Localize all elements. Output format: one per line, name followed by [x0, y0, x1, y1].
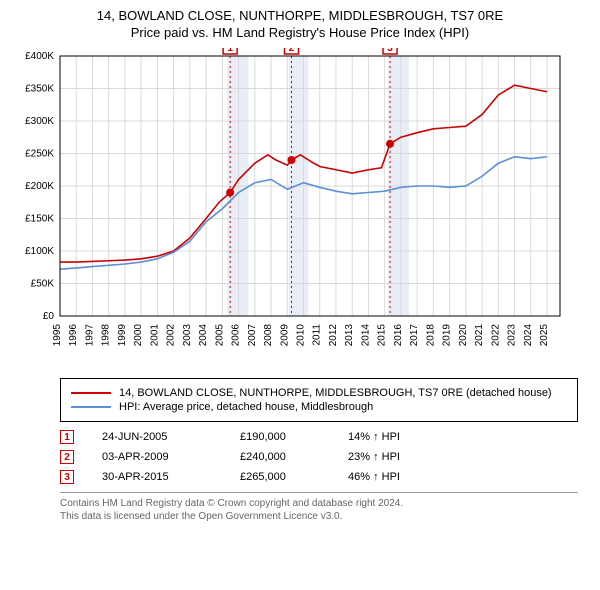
sale-row: 2 03-APR-2009 £240,000 23% ↑ HPI — [60, 450, 578, 464]
svg-text:1997: 1997 — [84, 324, 95, 347]
sale-date: 24-JUN-2005 — [102, 431, 212, 443]
svg-text:£150K: £150K — [25, 214, 54, 225]
svg-text:2002: 2002 — [166, 324, 177, 347]
svg-text:2016: 2016 — [393, 324, 404, 347]
sale-date: 03-APR-2009 — [102, 451, 212, 463]
svg-text:2001: 2001 — [149, 324, 160, 347]
title-address: 14, BOWLAND CLOSE, NUNTHORPE, MIDDLESBRO… — [10, 8, 590, 23]
svg-text:3: 3 — [387, 48, 393, 54]
svg-text:2015: 2015 — [377, 324, 388, 347]
svg-text:2014: 2014 — [360, 324, 371, 347]
svg-text:2025: 2025 — [539, 324, 550, 347]
svg-text:2011: 2011 — [312, 324, 323, 346]
svg-text:2022: 2022 — [490, 324, 501, 347]
svg-text:2020: 2020 — [458, 324, 469, 347]
svg-text:2013: 2013 — [344, 324, 355, 347]
svg-text:2024: 2024 — [523, 324, 534, 347]
sale-row: 3 30-APR-2015 £265,000 46% ↑ HPI — [60, 470, 578, 484]
svg-text:1998: 1998 — [101, 324, 112, 347]
svg-text:£350K: £350K — [25, 84, 54, 95]
legend-swatch-hpi — [71, 406, 111, 408]
legend-row: HPI: Average price, detached house, Midd… — [71, 401, 567, 413]
svg-text:1999: 1999 — [117, 324, 128, 347]
sale-row: 1 24-JUN-2005 £190,000 14% ↑ HPI — [60, 430, 578, 444]
svg-text:£300K: £300K — [25, 116, 54, 127]
sale-delta: 23% ↑ HPI — [348, 451, 438, 463]
svg-text:2018: 2018 — [425, 324, 436, 347]
svg-text:2: 2 — [289, 48, 295, 54]
title-subtitle: Price paid vs. HM Land Registry's House … — [10, 25, 590, 40]
legend-row: 14, BOWLAND CLOSE, NUNTHORPE, MIDDLESBRO… — [71, 387, 567, 399]
svg-text:1: 1 — [227, 48, 233, 54]
svg-text:£400K: £400K — [25, 51, 54, 62]
sale-price: £240,000 — [240, 451, 320, 463]
attribution-line1: Contains HM Land Registry data © Crown c… — [60, 497, 578, 510]
sale-price: £190,000 — [240, 431, 320, 443]
svg-text:2006: 2006 — [231, 324, 242, 347]
svg-text:£200K: £200K — [25, 181, 54, 192]
svg-text:£250K: £250K — [25, 149, 54, 160]
title-block: 14, BOWLAND CLOSE, NUNTHORPE, MIDDLESBRO… — [10, 8, 590, 40]
sale-delta: 14% ↑ HPI — [348, 431, 438, 443]
svg-text:1995: 1995 — [52, 324, 63, 347]
sales-table: 1 24-JUN-2005 £190,000 14% ↑ HPI 2 03-AP… — [60, 430, 578, 484]
legend-swatch-property — [71, 392, 111, 394]
legend-label-property: 14, BOWLAND CLOSE, NUNTHORPE, MIDDLESBRO… — [119, 387, 552, 399]
svg-text:2003: 2003 — [182, 324, 193, 347]
svg-text:2009: 2009 — [279, 324, 290, 347]
chart-area: £0 £50K £100K £150K £200K £250K £300K £350K £400… — [10, 48, 590, 368]
svg-text:1996: 1996 — [68, 324, 79, 347]
svg-text:2008: 2008 — [263, 324, 274, 347]
attribution-line2: This data is licensed under the Open Gov… — [60, 510, 578, 523]
svg-text:£100K: £100K — [25, 246, 54, 257]
svg-text:2023: 2023 — [507, 324, 518, 347]
sale-price: £265,000 — [240, 471, 320, 483]
svg-text:2012: 2012 — [328, 324, 339, 347]
sale-date: 30-APR-2015 — [102, 471, 212, 483]
svg-text:£50K: £50K — [31, 279, 55, 290]
svg-text:2019: 2019 — [442, 324, 453, 347]
sale-marker-2: 2 — [60, 450, 74, 464]
chart-container: 14, BOWLAND CLOSE, NUNTHORPE, MIDDLESBRO… — [0, 0, 600, 533]
line-chart-svg: £0 £50K £100K £150K £200K £250K £300K £350K £400… — [10, 48, 570, 363]
svg-text:2021: 2021 — [474, 324, 485, 347]
svg-text:2007: 2007 — [247, 324, 258, 347]
svg-text:2010: 2010 — [296, 324, 307, 347]
svg-text:£0: £0 — [43, 311, 55, 322]
sale-marker-1: 1 — [60, 430, 74, 444]
svg-text:2017: 2017 — [409, 324, 420, 347]
sale-delta: 46% ↑ HPI — [348, 471, 438, 483]
svg-text:2004: 2004 — [198, 324, 209, 347]
svg-text:2005: 2005 — [214, 324, 225, 347]
legend-box: 14, BOWLAND CLOSE, NUNTHORPE, MIDDLESBRO… — [60, 378, 578, 422]
legend-label-hpi: HPI: Average price, detached house, Midd… — [119, 401, 373, 413]
svg-text:2000: 2000 — [133, 324, 144, 347]
sale-marker-3: 3 — [60, 470, 74, 484]
attribution-block: Contains HM Land Registry data © Crown c… — [60, 492, 578, 523]
